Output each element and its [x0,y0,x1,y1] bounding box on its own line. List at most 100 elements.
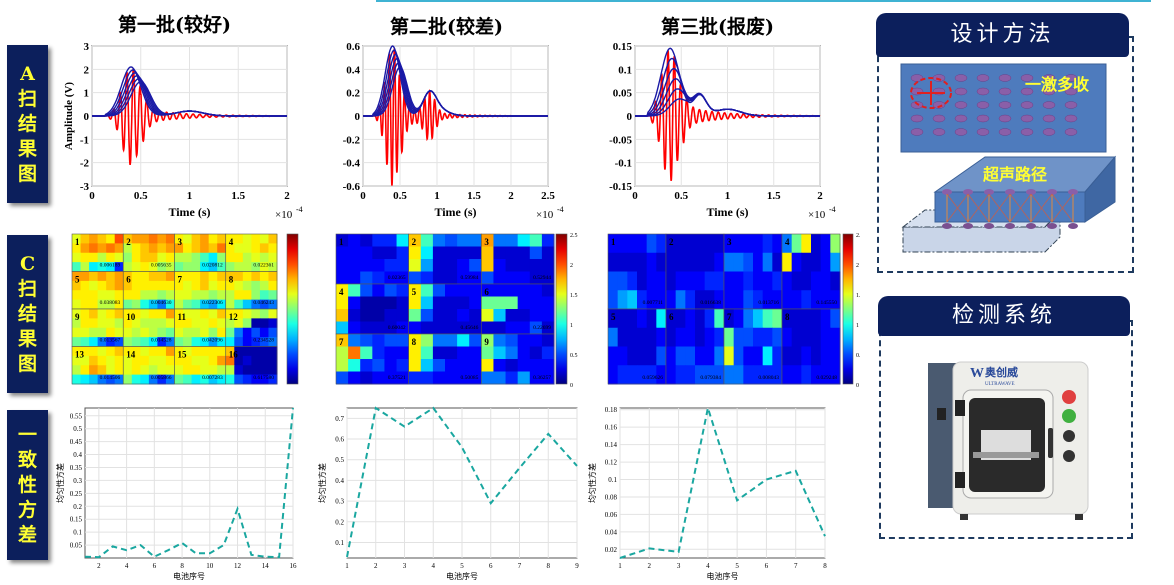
heatmap-cell [481,234,494,247]
y-tick-label: 0.1 [73,529,82,537]
heatmap-cell [820,309,831,329]
heatmap-cell [259,243,269,254]
row-label-char: 果 [17,327,37,350]
stop-button-icon[interactable] [1062,390,1076,404]
heatmap-cell [174,318,184,329]
heatmap-cell [336,296,349,310]
heatmap-cell [89,280,99,291]
heatmap-cell [820,365,831,385]
heatmap-cell [772,252,783,272]
x-tick-label: 7 [794,562,798,570]
heatmap-cell [762,290,773,310]
device-door-handle[interactable] [1048,428,1053,458]
heatmap-cell [420,321,434,335]
heatmap-cell [106,337,116,347]
heatmap-cell [637,327,648,347]
heatmap-cell [174,365,184,376]
heatmap-cell [123,309,133,319]
heatmap-cell [743,365,754,385]
heatmap-cell [541,346,555,360]
heatmap-cell [217,280,227,291]
heatmap-cell [420,359,434,372]
sensor-dot [976,114,990,123]
device-foot [1075,514,1083,520]
heatmap-cell [457,371,470,385]
heatmap-cell [541,321,555,335]
heatmap-cell [217,271,227,282]
heatmap-cell [174,243,184,254]
heatmap-cell [529,371,543,385]
heatmap-cell [165,234,175,244]
heatmap-cell [445,284,458,297]
region-number: 4 [785,237,790,247]
heatmap-cell [830,365,841,385]
sensor-dot [998,74,1012,82]
heatmap-cell [801,309,812,329]
heatmap-cell [217,365,227,376]
y-axis-label: 均匀性方差 [55,463,65,503]
heatmap-cell [89,337,99,347]
heatmap-cell [762,252,773,272]
heatmap-cell [140,318,150,329]
heatmap-cell [685,271,696,291]
heatmap-cell [106,262,116,272]
x-tick-label: 9 [575,562,579,570]
heatmap-cell [457,284,470,297]
heatmap-cell [234,271,244,282]
heatmap-cell [140,243,150,254]
start-button-icon[interactable] [1062,409,1076,423]
knob-icon[interactable] [1063,430,1075,442]
y-tick-label: 0.4 [346,64,360,76]
heatmap-cell [469,321,482,335]
knob-icon[interactable] [1063,450,1075,462]
heatmap-cell [360,234,373,247]
heatmap-cell [505,321,519,335]
heatmap-cell [493,371,507,385]
heatmap-cell [165,318,175,329]
y-tick-label: 0.6 [335,436,344,444]
y-tick-label: 0 [627,111,633,123]
heatmap-cell [89,299,99,310]
heatmap-cell [200,243,210,254]
heatmap-cell [408,234,422,247]
heatmap-cell [396,284,410,297]
heatmap-cell [791,271,802,291]
region-value: 0.234528 [253,338,274,344]
heatmap-cell [408,309,422,322]
heatmap-cell [225,252,235,263]
heatmap-cell [617,252,628,272]
heatmap-cell [445,359,458,372]
heatmap-cell [336,371,349,385]
heatmap-cell [123,243,133,254]
heatmap-cell [114,290,124,301]
heatmap-cell [517,346,531,360]
heatmap-cell [445,259,458,272]
region-value: 0.046243 [253,300,274,306]
region-value: 0.013716 [758,300,779,306]
heatmap-cell [637,290,648,310]
heatmap-cell [627,271,638,291]
heatmap-cell [97,355,107,366]
heatmap-cell [242,243,252,254]
y-tick-label: 0.25 [70,490,83,498]
heatmap-cell [114,355,124,366]
heatmap-cell [666,290,677,310]
heatmap-cell [695,252,706,272]
heatmap-cell [608,309,619,329]
heatmap-cell [259,327,269,338]
heatmap-cell [801,365,812,385]
heatmap-cell [384,296,398,310]
x-axis-exponent: -4 [557,205,564,214]
y-tick-label: -0.4 [343,158,361,170]
heatmap-cell [89,290,99,301]
x-tick-label: 1 [618,562,622,570]
heatmap-cell [408,271,422,285]
x-tick-label: 8 [547,562,551,570]
sensor-dot [1005,189,1015,195]
heatmap-cell [268,280,278,291]
heatmap-cell [420,246,434,260]
region-number: 1 [611,237,616,247]
heatmap-cell [360,246,373,260]
heatmap-cell [457,246,470,260]
heatmap-cell [541,284,555,297]
